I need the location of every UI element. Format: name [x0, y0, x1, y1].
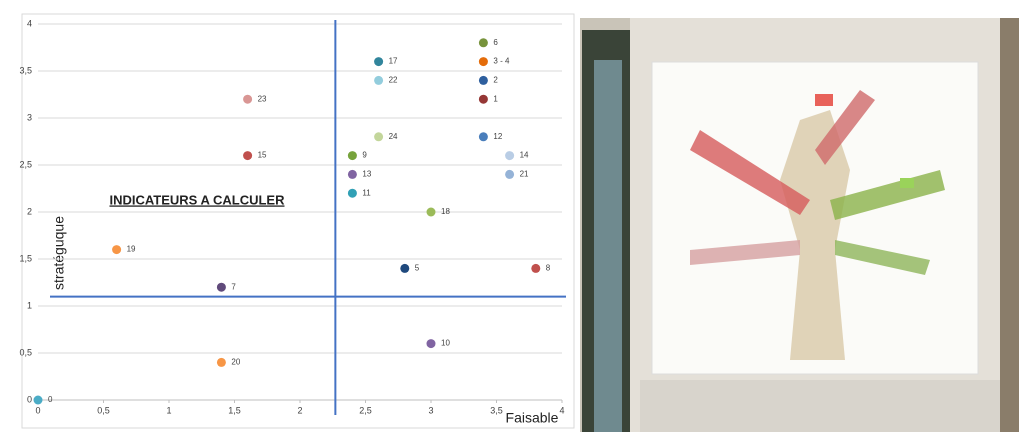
point-label: 15 [258, 151, 267, 160]
x-tick-label: 2,5 [359, 405, 372, 415]
point-label: 2 [493, 76, 498, 85]
y-tick-label: 3 [27, 112, 32, 122]
point-label: 14 [520, 151, 529, 160]
point-label: 1 [493, 94, 498, 103]
point [374, 75, 384, 85]
x-tick-label: 1,5 [228, 405, 241, 415]
point-label: 3 - 4 [493, 57, 510, 66]
x-axis-label: Faisable [506, 410, 559, 426]
point [478, 38, 488, 48]
y-tick-label: 4 [27, 18, 32, 28]
point [478, 57, 488, 67]
point-label: 11 [362, 188, 371, 197]
point [33, 395, 43, 405]
point [112, 245, 122, 255]
point-label: 20 [231, 358, 240, 367]
photo [580, 18, 1019, 432]
x-tick-label: 1 [166, 405, 171, 415]
y-tick-label: 0 [27, 394, 32, 404]
point [216, 357, 226, 367]
point-label: 0 [48, 395, 53, 404]
y-tick-label: 1,5 [19, 253, 32, 263]
x-tick-label: 2 [297, 405, 302, 415]
point-label: 7 [231, 282, 236, 291]
point-label: 17 [389, 57, 398, 66]
x-tick-label: 4 [559, 405, 564, 415]
point-label: 21 [520, 170, 529, 179]
y-axis-label: stratéguque [51, 216, 67, 290]
y-tick-label: 3,5 [19, 65, 32, 75]
point [243, 94, 253, 104]
point [374, 132, 384, 142]
point-label: 13 [362, 170, 371, 179]
point [347, 188, 357, 198]
point [505, 169, 515, 179]
point [478, 132, 488, 142]
point [531, 263, 541, 273]
point-label: 24 [389, 132, 398, 141]
point [426, 339, 436, 349]
x-tick-label: 0,5 [97, 405, 110, 415]
point-label: 9 [362, 151, 367, 160]
point [243, 151, 253, 161]
point [216, 282, 226, 292]
point [347, 169, 357, 179]
x-tick-label: 3,5 [490, 405, 503, 415]
point [374, 57, 384, 67]
point [426, 207, 436, 217]
point-label: 6 [493, 38, 498, 47]
point-label: 12 [493, 132, 502, 141]
y-tick-label: 0,5 [19, 347, 32, 357]
point-label: 5 [415, 264, 420, 273]
point-label: 22 [389, 76, 398, 85]
point-label: 8 [546, 264, 551, 273]
x-tick-label: 0 [35, 405, 40, 415]
point [400, 263, 410, 273]
x-tick-label: 3 [428, 405, 433, 415]
y-tick-label: 1 [27, 300, 32, 310]
point-label: 10 [441, 339, 450, 348]
point [505, 151, 515, 161]
point [478, 75, 488, 85]
chart-title: INDICATEURS A CALCULER [109, 192, 285, 207]
point [478, 94, 488, 104]
point-label: 19 [127, 245, 136, 254]
point-label: 18 [441, 207, 450, 216]
y-tick-label: 2,5 [19, 159, 32, 169]
chart-frame [21, 13, 575, 429]
y-tick-label: 2 [27, 206, 32, 216]
point [347, 151, 357, 161]
point-label: 23 [258, 94, 267, 103]
